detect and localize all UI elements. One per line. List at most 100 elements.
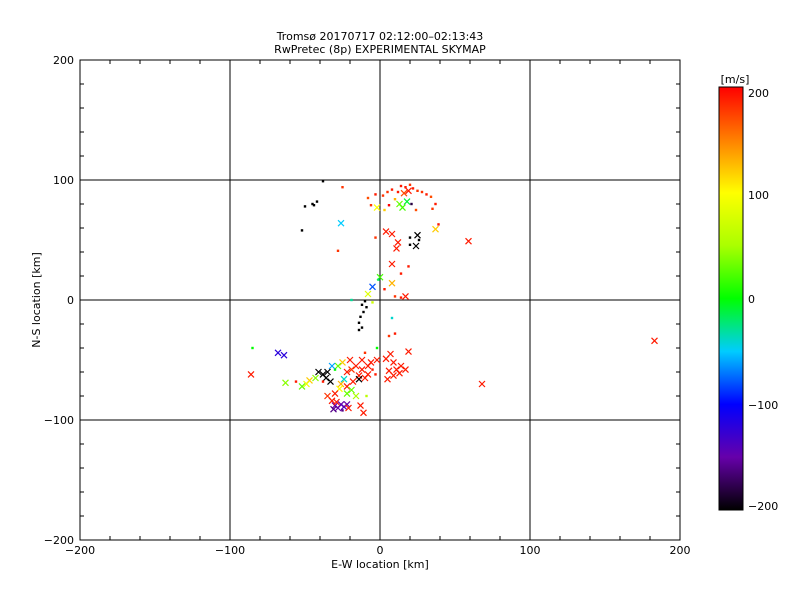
- data-point-dot: [315, 200, 319, 203]
- data-point-cross: [384, 375, 391, 383]
- data-point-cross: [343, 390, 351, 398]
- data-point-dot: [425, 193, 428, 196]
- data-point-dot: [350, 298, 353, 302]
- data-point-cross: [348, 386, 355, 394]
- data-point-cross: [396, 369, 403, 377]
- data-point-cross: [348, 366, 355, 374]
- data-point-dot: [369, 204, 373, 207]
- data-point-cross: [465, 237, 472, 245]
- data-point-dot: [396, 190, 400, 194]
- colorbar-label: [m/s]: [721, 73, 750, 86]
- data-point-dot: [374, 236, 377, 239]
- x-axis-label: E-W location [km]: [331, 558, 429, 571]
- data-point-cross: [412, 242, 420, 250]
- data-point-cross: [414, 231, 421, 239]
- data-point-cross: [343, 368, 351, 376]
- data-point-cross: [333, 398, 340, 406]
- data-point-cross: [327, 378, 334, 386]
- data-point-cross: [339, 358, 346, 366]
- data-point-cross: [280, 351, 288, 359]
- data-point-cross: [393, 244, 400, 252]
- data-point-dot: [386, 190, 389, 194]
- chart-title: Tromsø 20170717 02:12:00–02:13:43: [276, 30, 484, 43]
- data-point-cross: [373, 204, 381, 212]
- x-tick-label: 200: [670, 544, 691, 557]
- data-point-dot: [300, 229, 304, 232]
- data-point-dot: [321, 380, 325, 383]
- data-point-dot: [408, 183, 412, 186]
- chart-subtitle: RwPretec (8p) EXPERIMENTAL SKYMAP: [274, 43, 486, 56]
- data-point-cross: [400, 189, 408, 197]
- data-point-cross: [402, 366, 409, 374]
- data-point-dot: [431, 207, 434, 210]
- data-point-dot: [399, 184, 403, 188]
- data-point-dot: [363, 351, 367, 354]
- data-point-cross: [394, 238, 402, 246]
- data-point-cross: [390, 372, 397, 380]
- data-point-cross: [397, 362, 405, 370]
- data-point-dot: [437, 223, 440, 226]
- data-point-dot: [414, 208, 418, 212]
- data-point-dot: [374, 193, 377, 196]
- data-point-cross: [247, 370, 255, 378]
- data-point-dot: [417, 238, 421, 242]
- data-point-dot: [365, 306, 368, 309]
- data-point-dot: [429, 195, 433, 198]
- colorbar-tick-label: −100: [748, 399, 778, 412]
- colorbar: [718, 86, 744, 511]
- data-point-dot: [311, 202, 314, 206]
- data-point-dot: [357, 328, 361, 332]
- data-point-dot: [365, 394, 368, 398]
- data-point-cross: [298, 382, 306, 390]
- data-point-dot: [404, 186, 407, 189]
- data-point-cross: [324, 368, 331, 376]
- data-point-cross: [399, 204, 406, 212]
- data-point-dot: [411, 187, 415, 190]
- data-point-dot: [408, 236, 412, 239]
- data-point-cross: [405, 348, 412, 356]
- data-point-dot: [303, 205, 307, 208]
- data-point-dot: [416, 189, 419, 192]
- data-point-dot: [383, 288, 386, 291]
- data-point-cross: [340, 375, 348, 383]
- data-point-cross: [373, 356, 381, 364]
- data-point-cross: [331, 390, 339, 398]
- data-point-dot: [371, 368, 374, 371]
- data-point-dot: [377, 278, 380, 281]
- data-point-dot: [387, 334, 391, 338]
- data-point-dot: [333, 368, 337, 371]
- data-point-cross: [334, 362, 342, 370]
- data-point-dot: [363, 300, 367, 303]
- data-point-dot: [371, 301, 374, 304]
- data-point-dot: [408, 243, 412, 246]
- y-tick-label: 0: [67, 294, 74, 307]
- colorbar-tick-label: 0: [748, 293, 755, 306]
- data-points: [247, 180, 658, 417]
- data-point-cross: [651, 337, 658, 345]
- data-point-cross: [346, 356, 354, 364]
- data-point-cross: [364, 290, 372, 298]
- data-point-cross: [345, 404, 352, 412]
- y-tick-label: 200: [53, 54, 74, 67]
- plot-frame: [79, 59, 681, 541]
- data-point-dot: [387, 204, 391, 207]
- data-point-dot: [251, 346, 254, 350]
- data-point-cross: [382, 228, 390, 236]
- colorbar-tick-label: 200: [748, 87, 769, 100]
- data-point-dot: [321, 180, 325, 183]
- data-point-dot: [434, 202, 437, 206]
- data-point-cross: [388, 230, 396, 238]
- data-point-dot: [366, 196, 370, 200]
- data-point-dot: [390, 188, 394, 191]
- data-point-cross: [330, 405, 337, 413]
- data-point-cross: [349, 378, 357, 386]
- data-point-cross: [364, 362, 372, 370]
- data-point-cross: [361, 374, 369, 382]
- data-point-cross: [405, 187, 412, 195]
- data-point-dot: [312, 204, 316, 207]
- data-point-dot: [374, 373, 377, 376]
- y-axis-label: N-S location [km]: [30, 252, 43, 348]
- data-point-cross: [432, 225, 439, 233]
